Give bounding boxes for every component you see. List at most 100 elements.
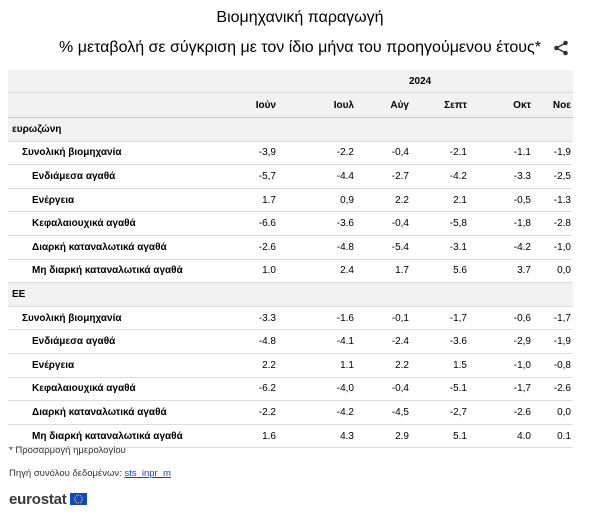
value-cell: -3,9: [198, 141, 276, 166]
value-cell: -1,0: [531, 235, 573, 260]
value-cell: 5.6: [409, 259, 467, 284]
month-header: Νοε: [531, 92, 573, 118]
value-cell: -3.6: [409, 329, 467, 354]
value-cell: 1.5: [409, 353, 467, 378]
value-cell: -2,7: [409, 400, 467, 425]
value-cell: -1.3: [531, 188, 573, 213]
row-label: Διαρκή καταναλωτικά αγαθά: [8, 400, 198, 425]
month-header: Οκτ: [467, 92, 531, 118]
value-cell: 1.1: [276, 353, 354, 378]
year-header-row: 2024: [8, 70, 573, 93]
value-cell: 4.0: [467, 424, 531, 449]
value-cell: -4.2: [409, 164, 467, 189]
table-row: Κεφαλαιουχικά αγαθά -6.2 -4,0 -0,4 -5.1 -1,7-…: [8, 377, 573, 402]
group-label: ευρωζώνη: [8, 117, 198, 142]
value-cell: -0,6: [467, 306, 531, 331]
row-label: Μη διαρκή καταναλωτικά αγαθά: [8, 424, 198, 449]
row-label: Ενδιάμεσα αγαθά: [8, 164, 198, 189]
table-row: Ενέργεια 1.7 0,9 2.2 2.1 -0,5 -1.3: [8, 188, 573, 213]
logo-text: eurostat: [9, 490, 67, 508]
value-cell: -2,9: [467, 329, 531, 354]
value-cell: 2.9: [354, 424, 409, 449]
source-dataset-link[interactable]: sts_inpr_m: [124, 468, 171, 479]
value-cell: -1,9: [531, 141, 573, 166]
value-cell: -5,8: [409, 211, 467, 236]
row-label: Συνολική βιομηχανία: [8, 141, 198, 166]
value-cell: -3.6: [276, 211, 354, 236]
value-cell: -2.2: [198, 400, 276, 425]
table-row: Συνολική βιομηχανία -3,9 -2.2 -0,4 -2.1 -1.1-…: [8, 141, 573, 166]
value-cell: -4.1: [276, 329, 354, 354]
value-cell: -2.6: [198, 235, 276, 260]
value-cell: -0,5: [467, 188, 531, 213]
share-icon[interactable]: [553, 40, 569, 56]
table-row: Διαρκή καταναλωτικά αγαθά -2.2 -4.2 -4,5 -2,…: [8, 400, 573, 425]
table-row: Μη διαρκή καταναλωτικά αγαθά 1.0 2.4 1.7 5.6…: [8, 259, 573, 284]
value-cell: -1.6: [276, 306, 354, 331]
year-header: 2024: [409, 70, 467, 93]
table-row: Ενέργεια 2.2 1.1 2.2 1.5 -1,0 -0,8: [8, 353, 573, 378]
group-label: ΕΕ: [8, 282, 198, 307]
value-cell: 0,0: [531, 259, 573, 284]
group-row: ευρωζώνη: [8, 117, 573, 142]
value-cell: 1.0: [198, 259, 276, 284]
value-cell: -6.6: [198, 211, 276, 236]
source-prefix: Πηγή συνόλου δεδομένων:: [9, 468, 122, 479]
table-row: Ενδιάμεσα αγαθά -4.8 -4.1 -2.4 -3.6 -2,9 -1,9: [8, 329, 573, 354]
table-row: Ενδιάμεσα αγαθά -5,7 -4.4 -2.7 -4.2 -3.3 -2,5: [8, 164, 573, 189]
value-cell: -2.6: [467, 400, 531, 425]
value-cell: -0,4: [354, 377, 409, 402]
table-row: Συνολική βιομηχανία -3.3 -1.6 -0,1 -1,7 -0,6-…: [8, 306, 573, 331]
value-cell: 1.7: [354, 259, 409, 284]
value-cell: -5.1: [409, 377, 467, 402]
value-cell: -3.1: [409, 235, 467, 260]
value-cell: -1,8: [467, 211, 531, 236]
value-cell: -1,0: [467, 353, 531, 378]
value-cell: -5,7: [198, 164, 276, 189]
value-cell: -4.2: [276, 400, 354, 425]
value-cell: 0,0: [531, 400, 573, 425]
value-cell: -2.2: [276, 141, 354, 166]
footnote: * Προσαρμογή ημερολογίου: [9, 445, 126, 456]
table-row: Μη διαρκή καταναλωτικά αγαθά 1.6 4.3 2.9 5.1…: [8, 424, 573, 449]
value-cell: -1,7: [531, 306, 573, 331]
value-cell: -5.4: [354, 235, 409, 260]
value-cell: -3.3: [467, 164, 531, 189]
value-cell: -1,7: [467, 377, 531, 402]
value-cell: 0.1: [531, 424, 573, 449]
value-cell: 3.7: [467, 259, 531, 284]
value-cell: 1.6: [198, 424, 276, 449]
row-label: Συνολική βιομηχανία: [8, 306, 198, 331]
value-cell: -4,5: [354, 400, 409, 425]
row-label: Ενδιάμεσα αγαθά: [8, 329, 198, 354]
value-cell: 2.1: [409, 188, 467, 213]
value-cell: -0,4: [354, 141, 409, 166]
row-label: Μη διαρκή καταναλωτικά αγαθά: [8, 259, 198, 284]
row-label: Ενέργεια: [8, 188, 198, 213]
eurostat-logo: eurostat: [9, 489, 87, 509]
month-header: Αύγ: [354, 92, 409, 118]
month-header: Σεπτ: [409, 92, 467, 118]
value-cell: -2.8: [531, 211, 573, 236]
table-row: Διαρκή καταναλωτικά αγαθά -2.6 -4.8 -5.4 -3.…: [8, 235, 573, 260]
month-header: Ιουλ: [276, 92, 354, 118]
value-cell: 2.2: [354, 188, 409, 213]
value-cell: 2.2: [198, 353, 276, 378]
value-cell: -4.2: [467, 235, 531, 260]
value-cell: -1,9: [531, 329, 573, 354]
value-cell: 1.7: [198, 188, 276, 213]
value-cell: 5.1: [409, 424, 467, 449]
chart-subtitle: % μεταβολή σε σύγκριση με τον ίδιο μήνα …: [59, 39, 541, 56]
value-cell: 2.4: [276, 259, 354, 284]
value-cell: 4.3: [276, 424, 354, 449]
value-cell: 0,9: [276, 188, 354, 213]
value-cell: -6.2: [198, 377, 276, 402]
value-cell: -2.7: [354, 164, 409, 189]
row-label: Ενέργεια: [8, 353, 198, 378]
value-cell: -1.1: [467, 141, 531, 166]
value-cell: -3.3: [198, 306, 276, 331]
value-cell: 2.2: [354, 353, 409, 378]
value-cell: -4.8: [198, 329, 276, 354]
value-cell: -2.6: [531, 377, 573, 402]
month-header: Ιούν: [198, 92, 276, 118]
